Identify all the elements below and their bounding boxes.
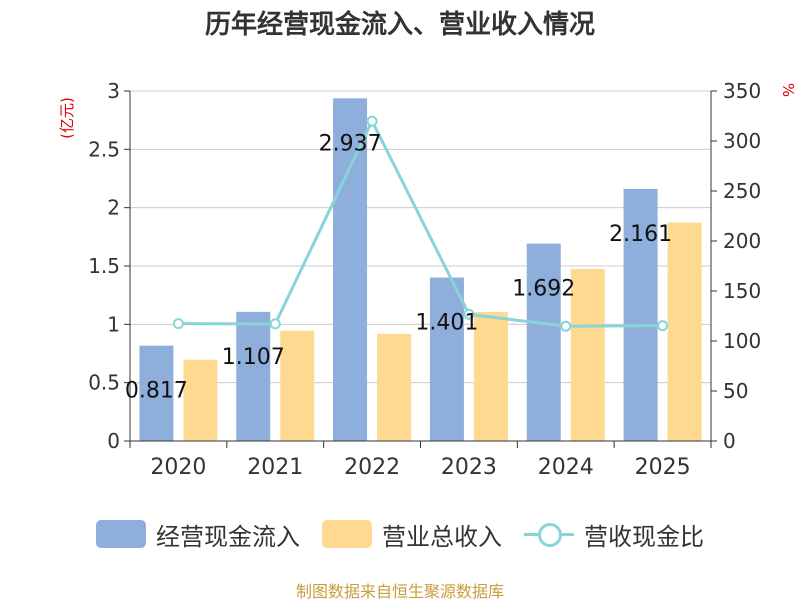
bar-cash-inflow	[429, 277, 464, 441]
data-label-cash-inflow: 0.817	[125, 379, 188, 404]
left-axis-unit: (亿元)	[58, 97, 76, 139]
right-tick-label: 0	[723, 429, 736, 453]
right-tick-label: 200	[723, 229, 761, 253]
legend: 经营现金流入 营业总收入 营收现金比	[0, 516, 800, 552]
x-tick-label: 2023	[441, 455, 497, 480]
bar-revenue	[377, 333, 412, 441]
right-tick-label: 300	[723, 129, 761, 153]
bar-cash-inflow	[526, 243, 561, 441]
point-cash-ratio	[657, 320, 669, 332]
legend-item-cash-ratio[interactable]: 营收现金比	[524, 517, 704, 552]
bar-cash-inflow	[333, 98, 368, 441]
bar-revenue	[667, 222, 702, 441]
right-tick-label: 250	[723, 179, 761, 203]
bar-revenue	[473, 311, 508, 441]
data-label-cash-inflow: 2.937	[319, 131, 382, 156]
left-tick-label: 2.5	[88, 137, 120, 161]
point-cash-ratio	[269, 318, 281, 330]
bar-revenue	[570, 268, 605, 441]
legend-label-revenue: 营业总收入	[382, 522, 502, 551]
data-label-cash-inflow: 1.692	[512, 277, 575, 302]
left-tick-label: 1	[107, 312, 120, 336]
left-tick-label: 2	[107, 196, 120, 220]
x-tick-label: 2021	[247, 455, 303, 480]
source-note: 制图数据来自恒生聚源数据库	[295, 582, 504, 601]
legend-swatch-cash-ratio	[524, 520, 574, 548]
point-cash-ratio	[560, 320, 572, 332]
point-cash-ratio	[366, 115, 378, 127]
left-tick-label: 0	[107, 429, 120, 453]
bar-cash-inflow	[623, 188, 658, 441]
right-tick-label: 150	[723, 279, 761, 303]
legend-item-revenue[interactable]: 营业总收入	[322, 517, 502, 552]
right-tick-label: 50	[723, 379, 748, 403]
bar-cash-inflow	[236, 311, 271, 441]
chart-title: 历年经营现金流入、营业收入情况	[204, 10, 595, 40]
data-label-cash-inflow: 1.401	[415, 311, 478, 336]
x-tick-label: 2025	[635, 455, 691, 480]
legend-item-cash-inflow[interactable]: 经营现金流入	[96, 517, 300, 552]
point-cash-ratio	[172, 318, 184, 330]
bar-revenue	[183, 359, 218, 441]
data-label-cash-inflow: 1.107	[222, 345, 285, 370]
x-tick-label: 2020	[150, 455, 206, 480]
x-tick-label: 2022	[344, 455, 400, 480]
bar-cash-inflow	[139, 345, 174, 441]
right-tick-label: 100	[723, 329, 761, 353]
bar-revenue	[280, 330, 315, 441]
line-cash-ratio	[178, 117, 663, 328]
point-cash-ratio	[463, 308, 475, 320]
legend-swatch-cash-inflow	[96, 520, 146, 548]
x-tick-label: 2024	[538, 455, 594, 480]
right-axis-unit: %	[779, 83, 797, 97]
legend-label-cash-inflow: 经营现金流入	[156, 522, 300, 551]
legend-label-cash-ratio: 营收现金比	[584, 522, 704, 551]
right-tick-label: 350	[723, 79, 761, 103]
data-label-cash-inflow: 2.161	[609, 222, 672, 247]
left-tick-label: 3	[107, 79, 120, 103]
left-tick-label: 1.5	[88, 254, 120, 278]
left-tick-label: 0.5	[88, 371, 120, 395]
legend-swatch-revenue	[322, 520, 372, 548]
